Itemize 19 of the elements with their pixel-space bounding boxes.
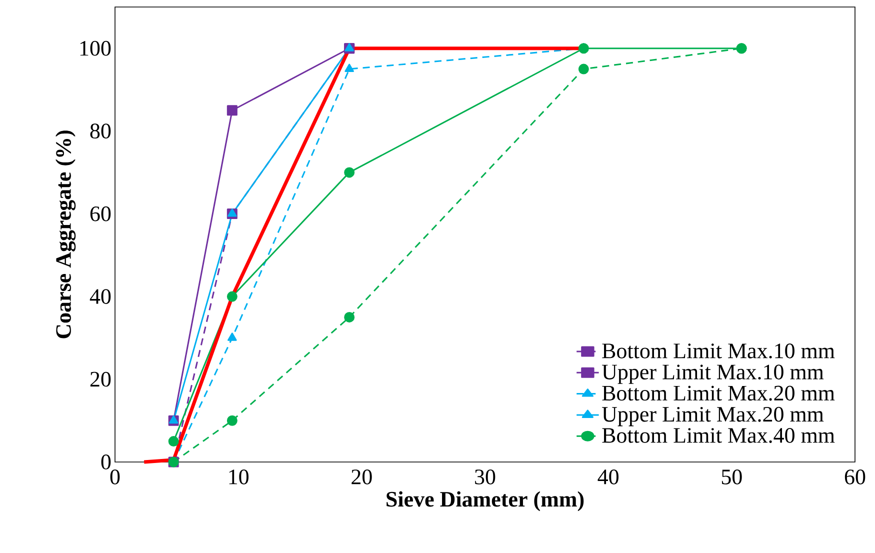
x-axis-title: Sieve Diameter (mm) — [386, 491, 584, 512]
x-tick-label: 60 — [844, 470, 866, 484]
legend-label: Upper Limit Max.10 mm — [602, 364, 824, 384]
x-tick-label: 40 — [598, 470, 618, 484]
y-tick-label: 0 — [101, 454, 111, 470]
x-tick-label: 30 — [475, 470, 496, 484]
legend-label: Bottom Limit Max.20 mm — [602, 386, 835, 401]
x-tick-label: 50 — [722, 470, 742, 484]
y-axis-title: Coarse Aggregate (%) — [55, 130, 76, 338]
legend-label: Bottom Limit Max.40 mm — [602, 428, 835, 443]
x-tick-label: 10 — [229, 470, 248, 484]
legend-label: Upper Limit Max.20 mm — [602, 406, 824, 426]
y-tick-label: 20 — [90, 372, 111, 387]
y-tick-label: 60 — [90, 206, 111, 222]
y-tick-label: 40 — [90, 289, 111, 304]
y-tick-label: 80 — [90, 124, 111, 139]
y-tick-label: 100 — [80, 40, 111, 56]
legend-label: Bottom Limit Max.10 mm — [602, 343, 835, 358]
x-tick-label: 20 — [352, 470, 372, 484]
